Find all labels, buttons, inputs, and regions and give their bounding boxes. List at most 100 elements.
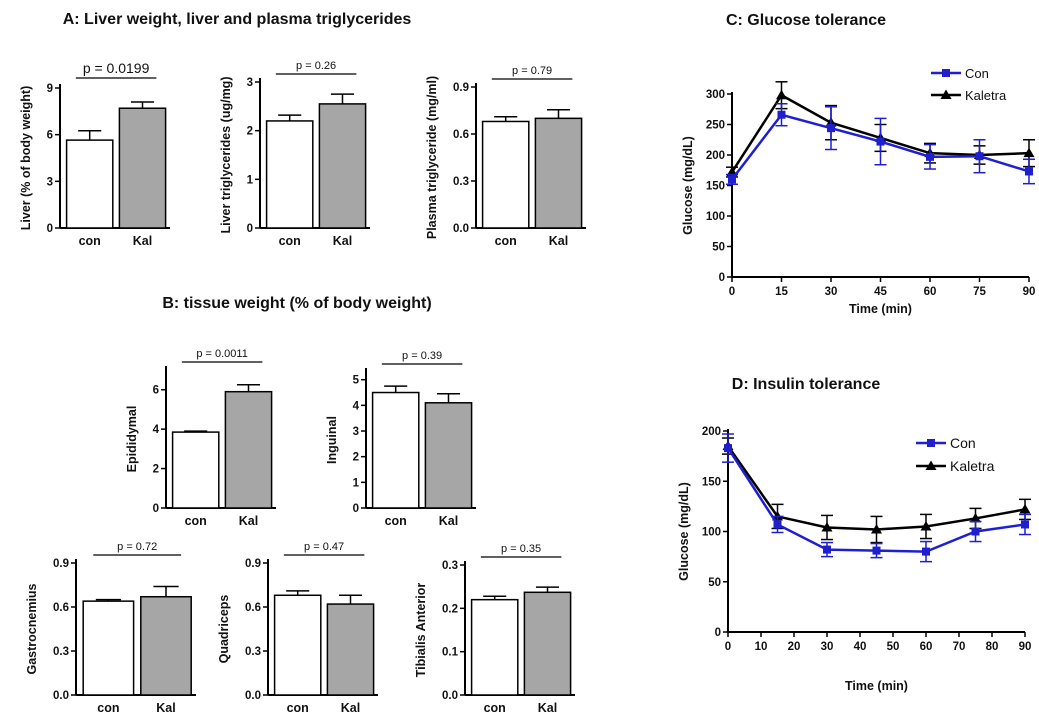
y-axis-label: Plasma triglyceride (mg/ml) [425, 76, 439, 239]
y-axis-label: Inguinal [325, 416, 339, 464]
category-label: con [79, 234, 101, 248]
bar-kal [326, 603, 375, 696]
p-value-label: p = 0.47 [304, 541, 344, 553]
data-point-con [827, 124, 835, 133]
panel-plasma-triglyceride: 0.0 0.3 0.6 0.9 Plasma triglyceride (mg/ml) c… [425, 65, 586, 248]
data-point-con [777, 110, 786, 119]
y-tick-label: 300 [706, 89, 725, 101]
category-label: Kal [239, 514, 258, 528]
bar-kal [224, 390, 273, 509]
x-tick-label: 30 [821, 641, 834, 653]
data-point-kaletra [1019, 503, 1031, 514]
bar-kal [534, 117, 583, 229]
category-label: con [97, 701, 119, 715]
legend-marker-con [927, 439, 935, 447]
bar-con [65, 139, 114, 229]
category-label: con [279, 234, 301, 248]
data-point-con [773, 520, 782, 529]
category-label: con [385, 514, 407, 528]
y-tick-label: 0.0 [453, 223, 469, 235]
y-tick-label: 0 [47, 223, 53, 235]
data-point-con [1025, 167, 1033, 176]
y-tick-label: 5 [353, 375, 360, 387]
legend-marker-kaletra [925, 460, 937, 470]
y-tick-label: 0.2 [442, 603, 458, 615]
y-tick-label: 0.0 [245, 690, 261, 702]
category-label: Kal [439, 514, 458, 528]
y-axis-label: Glucose (mg/dL) [677, 482, 691, 581]
p-value-label: p = 0.0011 [196, 348, 247, 360]
panel-inguinal: 0 1 2 3 4 5 Inguinal con Kal p = 0.39 [325, 350, 476, 528]
category-label: Kal [333, 234, 352, 248]
y-tick-label: 0 [153, 503, 159, 515]
y-tick-label: 0.6 [453, 129, 469, 141]
legend-label-kaletra: Kaletra [950, 458, 995, 474]
data-point-kaletra [871, 523, 882, 534]
data-point-con [971, 527, 980, 536]
y-tick-label: 0.1 [442, 647, 459, 659]
data-point-con [926, 152, 934, 161]
y-tick-label: 200 [706, 150, 725, 162]
y-tick-label: 0.9 [453, 82, 469, 94]
y-tick-label: 4 [353, 400, 360, 412]
bar-con [371, 391, 420, 509]
category-label: Kal [156, 701, 175, 715]
x-tick-label: 10 [755, 641, 768, 653]
y-tick-label: 2 [353, 452, 359, 464]
data-point-con [872, 546, 881, 555]
y-axis-label: Quadriceps [217, 595, 231, 664]
x-tick-label: 80 [986, 641, 999, 653]
y-axis-label: Gastrocnemius [25, 583, 39, 674]
y-tick-label: 250 [706, 120, 725, 132]
y-tick-label: 0.0 [53, 690, 69, 702]
bar-kal [118, 107, 167, 229]
y-tick-label: 0.6 [53, 602, 69, 614]
legend-marker-kaletra [940, 89, 952, 99]
x-tick-label: 75 [973, 286, 986, 298]
data-point-con [728, 175, 736, 184]
bar-con [171, 431, 220, 509]
section-title-a: A: Liver weight, liver and plasma trigly… [63, 11, 412, 28]
bar-kal [318, 103, 367, 229]
bar-con [265, 120, 314, 229]
x-tick-label: 0 [725, 641, 731, 653]
data-point-kaletra [726, 166, 738, 177]
x-tick-label: 60 [920, 641, 933, 653]
x-tick-label: 70 [953, 641, 966, 653]
category-label: Kal [133, 234, 152, 248]
y-tick-label: 0.3 [245, 646, 261, 658]
x-tick-label: 45 [874, 286, 887, 298]
y-axis-label: Epididymal [125, 406, 139, 473]
data-point-kaletra [821, 521, 833, 532]
y-tick-label: 50 [708, 577, 721, 589]
p-value-label: p = 0.26 [296, 60, 336, 72]
bar-con [82, 600, 135, 696]
x-tick-label: 0 [729, 286, 735, 298]
y-tick-label: 0.6 [245, 602, 261, 614]
category-label: con [484, 701, 506, 715]
y-tick-label: 0.3 [53, 646, 69, 658]
p-value-label: p = 0.35 [501, 543, 541, 555]
category-label: Kal [538, 701, 557, 715]
panel-gastrocnemius: 0.0 0.3 0.6 0.9 Gastrocnemius con Kal p = 0.72 [25, 541, 196, 715]
y-axis-label: Tibialis Anterior [414, 583, 428, 678]
section-title-d: D: Insulin tolerance [732, 376, 881, 393]
y-tick-label: 6 [153, 385, 159, 397]
y-tick-label: 150 [702, 476, 721, 488]
y-tick-label: 50 [712, 242, 725, 254]
legend-label-con: Con [950, 435, 976, 451]
category-label: Kal [341, 701, 360, 715]
data-point-con [1021, 520, 1029, 529]
x-tick-label: 90 [1019, 641, 1032, 653]
x-tick-label: 30 [825, 286, 838, 298]
y-axis-label: Glucose (mg/dL) [681, 136, 695, 235]
p-value-label: p = 0.72 [117, 541, 157, 553]
y-tick-label: 2 [153, 464, 159, 476]
y-tick-label: 6 [47, 130, 53, 142]
y-tick-label: 0 [353, 503, 359, 515]
data-point-con [823, 545, 831, 554]
y-tick-label: 1 [247, 174, 254, 186]
legend-marker-con [942, 69, 950, 77]
legend-label-kaletra: Kaletra [965, 88, 1007, 103]
